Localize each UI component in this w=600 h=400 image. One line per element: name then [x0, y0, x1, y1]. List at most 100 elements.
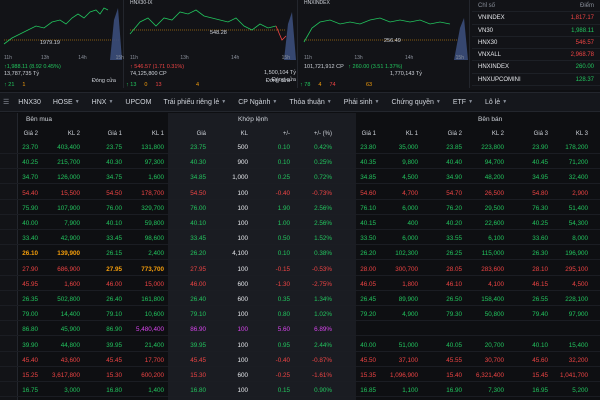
- vnindex-time-axis: 11h 13h 14h 15h: [4, 55, 124, 61]
- table-cell: 43,600: [60, 356, 80, 364]
- table-cell: 51,400: [568, 204, 588, 212]
- table-cell: 54.60: [360, 189, 376, 197]
- table-cell: 500: [237, 144, 248, 151]
- table-cell: 23.80: [360, 144, 376, 151]
- hnx30-breadth: ↑ 13 0 13: [126, 82, 162, 88]
- table-cell: 27.95: [190, 265, 206, 273]
- column-header[interactable]: Giá 3: [533, 131, 548, 137]
- column-header[interactable]: KL 2: [67, 131, 80, 137]
- table-cell: 59,800: [144, 220, 164, 227]
- table-row[interactable]: 45.40 43,600 45.45 17,700 45.45 100 -0.40 -0.87…: [0, 354, 600, 367]
- tab-hose[interactable]: HOSE ▼: [47, 99, 86, 106]
- table-cell: 33.45: [106, 235, 122, 243]
- table-cell: 102,300: [395, 250, 418, 258]
- column-header[interactable]: Giá 2: [447, 131, 462, 137]
- index-chart-vnindex[interactable]: 1979.19 11h 13h 14h 15h ↑1,988.11 (8.92 0.4…: [0, 0, 124, 88]
- table-cell: 46.00: [190, 280, 206, 288]
- table-cell: 45.45: [106, 356, 122, 364]
- table-row[interactable]: 45.95 1,600 46.00 15,000 46.00 600 -1.30 -2.75%…: [0, 278, 600, 291]
- table-cell: 329,700: [141, 204, 164, 212]
- table-cell: 1.02%: [314, 311, 332, 319]
- index-row[interactable]: HNXUPCOMINI 128.37: [472, 74, 600, 87]
- column-header[interactable]: Giá 1: [361, 131, 376, 137]
- vnindex-info: ↑1,988.11 (8.92 0.45%) 13,787,735 Tỷ Đón…: [4, 64, 116, 84]
- column-header[interactable]: Giá 1: [107, 131, 122, 137]
- table-row[interactable]: 26.35 502,800 26.40 161,800 26.40 600 0.35 1.34…: [0, 293, 600, 306]
- table-row[interactable]: 26.10 139,900 26.15 2,400 26.20 4,100 0.10 0.38…: [0, 247, 600, 261]
- column-header[interactable]: KL 1: [405, 131, 418, 137]
- table-row[interactable]: 40.00 7,900 40.10 59,800 40.10 100 1.00 2.56% 40…: [0, 217, 600, 230]
- table-cell: 15.30: [190, 372, 206, 379]
- table-row[interactable]: 40.25 215,700 40.30 97,300 40.30 900 0.10 0.25%…: [0, 156, 600, 170]
- column-header[interactable]: +/-: [282, 131, 290, 137]
- table-cell: 1,400: [148, 387, 164, 395]
- column-header[interactable]: KL 3: [575, 131, 588, 137]
- table-cell: 26.20: [190, 250, 206, 258]
- table-row[interactable]: 15.25 3,617,800 15.30 600,200 15.30 600 -0.25 -…: [0, 369, 600, 382]
- index-value: 2,968.78: [570, 52, 594, 59]
- index-row[interactable]: VN30 1,988.11: [472, 25, 600, 37]
- tab-upcom[interactable]: UPCOM: [119, 99, 157, 106]
- hnx30-label: HNX30-IX: [130, 0, 153, 6]
- table-cell: 6,000: [402, 235, 418, 243]
- table-cell: 2,400: [148, 250, 164, 258]
- index-row[interactable]: VNXALL 2,968.78: [472, 49, 600, 62]
- table-row[interactable]: 39.90 44,800 39.95 21,400 39.95 100 0.95 2.44% 4…: [0, 339, 600, 352]
- menu-icon[interactable]: ☰: [3, 99, 10, 106]
- table-row[interactable]: 33.40 42,900 33.45 98,600 33.45 100 0.50 1.52% 3…: [0, 232, 600, 246]
- tab-trái-phiếu-riêng-lẻ[interactable]: Trái phiếu riêng lẻ ▼: [157, 99, 232, 106]
- tab-thỏa-thuận[interactable]: Thỏa thuận ▼: [283, 99, 337, 106]
- table-row[interactable]: 54.40 15,500 54.50 178,700 54.50 100 -0.40 -0.7…: [0, 187, 600, 200]
- table-row[interactable]: 34.70 126,000 34.75 1,600 34.85 1,000 0.25 0.72…: [0, 171, 600, 185]
- table-cell: 228,100: [565, 296, 588, 303]
- index-chart-hnx30[interactable]: HNX30-IX 548.28 11h 13h 14h 15h ↑ 546.57 (1…: [126, 0, 298, 88]
- column-header[interactable]: KL 2: [491, 131, 504, 137]
- column-header[interactable]: KL 1: [151, 131, 164, 137]
- table-cell: 5,480,400: [135, 326, 164, 334]
- column-header[interactable]: KL: [240, 131, 248, 137]
- tab-hnx30[interactable]: HNX30: [12, 99, 47, 106]
- chevron-down-icon: ▼: [468, 99, 474, 105]
- tab-chứng-quyền[interactable]: Chứng quyền ▼: [385, 99, 446, 106]
- tab-lô-lẻ[interactable]: Lô lẻ ▼: [479, 99, 513, 106]
- table-row[interactable]: 75.90 107,900 76.00 329,700 76.00 100 1.90 2.56…: [0, 202, 600, 215]
- table-cell: 86.80: [22, 326, 38, 334]
- table-cell: 115,000: [481, 250, 504, 258]
- index-chart-hnxindex[interactable]: HNXINDEX 256.49 11h 13h 14h 15h 101,721,912…: [300, 0, 470, 88]
- table-row[interactable]: 79.00 14,400 79.10 10,600 79.10 100 0.80 1.02% 7…: [0, 308, 600, 322]
- table-cell: 100: [237, 220, 248, 227]
- table-cell: 14,400: [60, 311, 80, 319]
- column-header[interactable]: +/- (%): [313, 131, 332, 137]
- table-cell: 39.90: [22, 341, 38, 349]
- table-cell: 26.20: [360, 250, 376, 258]
- tab-hnx[interactable]: HNX ▼: [86, 99, 120, 106]
- index-row[interactable]: VNINDEX 1,817.17: [472, 12, 600, 25]
- table-cell: 54,300: [568, 220, 588, 227]
- table-cell: -0.40: [275, 189, 290, 197]
- table-cell: 44,800: [60, 341, 80, 349]
- column-header[interactable]: Giá: [196, 131, 206, 137]
- table-cell: 15,000: [144, 280, 164, 288]
- table-cell: 94,700: [484, 159, 504, 167]
- index-row[interactable]: HNXINDEX 260.00: [472, 61, 600, 74]
- column-header[interactable]: Giá 2: [23, 131, 38, 137]
- table-cell: 900: [237, 159, 248, 167]
- table-cell: 26.40: [106, 296, 122, 303]
- table-cell: 30,700: [484, 356, 504, 364]
- table-cell: -0.40: [275, 356, 290, 364]
- index-row[interactable]: HNX30 546.57: [472, 37, 600, 50]
- table-cell: 15.30: [106, 372, 122, 379]
- table-row[interactable]: 23.70 403,400 23.75 131,800 23.75 500 0.10 0.42…: [0, 141, 600, 154]
- tab-cp-ngành[interactable]: CP Ngành ▼: [232, 99, 283, 106]
- table-cell: 40.25: [22, 159, 38, 167]
- index-name: HNXINDEX: [478, 64, 510, 71]
- table-cell: 39.95: [106, 341, 122, 349]
- tab-etf[interactable]: ETF ▼: [447, 99, 479, 106]
- table-cell: 107,900: [57, 204, 80, 212]
- table-row[interactable]: 27.90 686,900 27.95 773,700 27.95 100 -0.15 -0.…: [0, 263, 600, 276]
- table-cell: 1,600: [64, 280, 80, 288]
- table-row[interactable]: 16.75 3,000 16.80 1,400 16.80 100 0.15 0.90% 16.…: [0, 384, 600, 398]
- group-sell: Bên bán: [478, 116, 503, 123]
- tab-phái-sinh[interactable]: Phái sinh ▼: [338, 99, 386, 106]
- table-row[interactable]: 86.80 45,900 86.90 5,480,400 86.90 100 5.60 6.8…: [0, 323, 600, 337]
